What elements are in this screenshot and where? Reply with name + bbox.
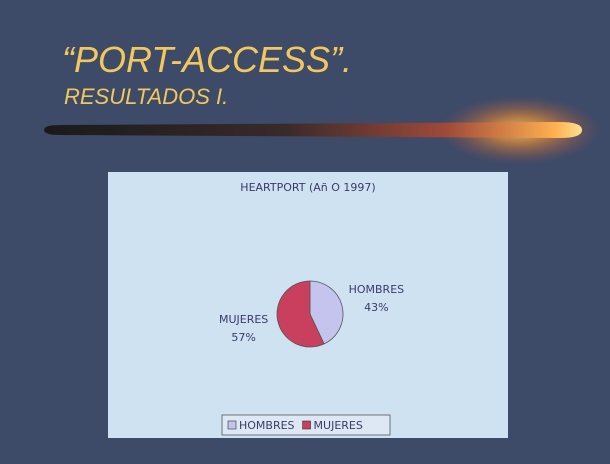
legend-swatch <box>303 421 311 429</box>
legend-swatch <box>228 421 236 429</box>
slide-title: “PORT-ACCESS”. <box>62 39 352 80</box>
slide-subtitle: RESULTADOS I. <box>64 84 228 109</box>
slice-label: MUJERES <box>219 313 268 326</box>
legend-label: MUJERES <box>314 419 363 432</box>
chart-title: HEARTPORT (Añ O 1997) <box>240 181 375 194</box>
slice-value-label: 43% <box>364 301 388 314</box>
slice-label: HOMBRES <box>349 283 405 296</box>
slice-value-label: 57% <box>231 331 255 344</box>
legend-label: HOMBRES <box>239 419 295 432</box>
slide: “PORT-ACCESS”. RESULTADOS I. HEARTPORT (… <box>0 0 610 464</box>
